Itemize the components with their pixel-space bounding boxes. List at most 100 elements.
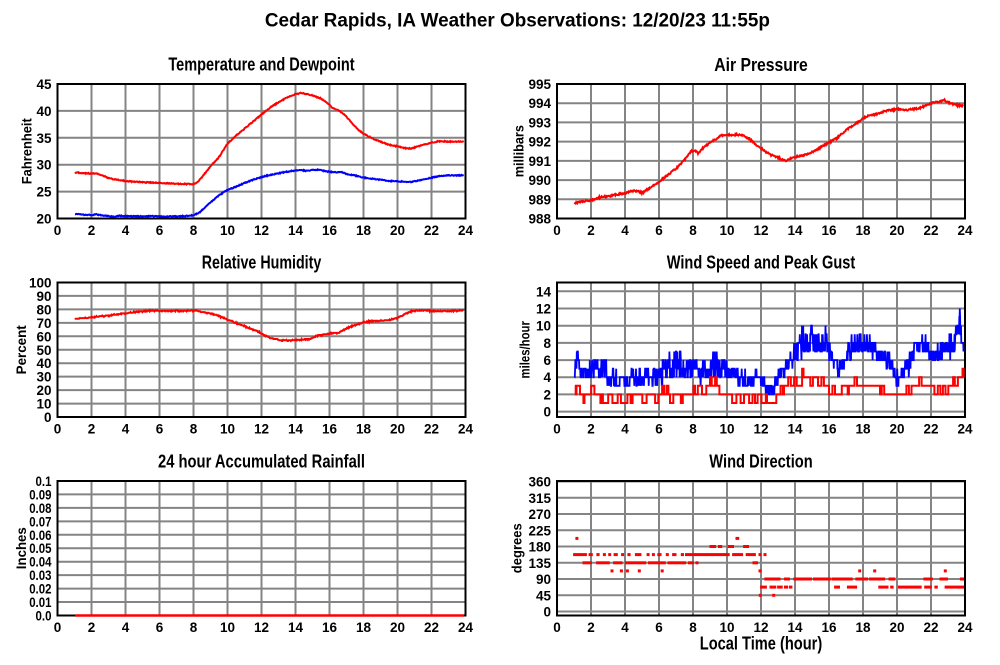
svg-text:0: 0: [543, 605, 551, 620]
svg-text:22: 22: [923, 620, 938, 635]
svg-text:Wind Speed and Peak Gust: Wind Speed and Peak Gust: [667, 253, 856, 273]
svg-text:18: 18: [855, 223, 871, 238]
svg-text:4: 4: [122, 620, 130, 635]
svg-text:270: 270: [528, 507, 551, 522]
svg-text:0.07: 0.07: [29, 514, 51, 529]
svg-text:18: 18: [356, 620, 372, 635]
svg-text:8: 8: [689, 422, 697, 437]
svg-text:994: 994: [528, 96, 551, 111]
svg-text:25: 25: [36, 185, 52, 200]
svg-text:0.03: 0.03: [29, 568, 52, 583]
svg-text:18: 18: [855, 620, 871, 635]
svg-text:2: 2: [587, 620, 595, 635]
svg-text:4: 4: [543, 370, 551, 385]
svg-text:8: 8: [190, 223, 198, 238]
svg-text:Inches: Inches: [13, 527, 29, 569]
svg-text:14: 14: [787, 422, 803, 437]
svg-text:10: 10: [719, 223, 734, 238]
svg-text:12: 12: [753, 422, 768, 437]
svg-text:8: 8: [543, 336, 551, 351]
svg-text:Wind Direction: Wind Direction: [709, 452, 812, 472]
svg-text:10: 10: [536, 319, 551, 334]
svg-text:0.09: 0.09: [29, 487, 51, 502]
svg-text:10: 10: [719, 620, 734, 635]
svg-text:Temperature and Dewpoint: Temperature and Dewpoint: [168, 55, 354, 75]
svg-text:12: 12: [254, 223, 269, 238]
svg-text:14: 14: [787, 620, 803, 635]
svg-text:12: 12: [254, 422, 269, 437]
svg-text:24: 24: [458, 620, 474, 635]
svg-text:Percent: Percent: [13, 325, 29, 374]
svg-text:360: 360: [528, 475, 551, 490]
svg-text:12: 12: [536, 302, 551, 317]
svg-text:14: 14: [288, 422, 304, 437]
svg-text:6: 6: [156, 620, 164, 635]
svg-text:miles/hour: miles/hour: [517, 321, 533, 379]
svg-text:45: 45: [36, 77, 52, 92]
svg-text:12: 12: [753, 620, 768, 635]
svg-text:millibars: millibars: [511, 125, 527, 177]
svg-text:135: 135: [528, 556, 551, 571]
svg-text:8: 8: [689, 223, 697, 238]
svg-text:225: 225: [528, 523, 551, 538]
svg-text:10: 10: [220, 620, 235, 635]
svg-text:22: 22: [424, 422, 439, 437]
svg-text:989: 989: [528, 192, 551, 207]
svg-text:6: 6: [655, 223, 663, 238]
svg-text:2: 2: [88, 620, 96, 635]
svg-text:20: 20: [889, 422, 904, 437]
svg-text:24 hour Accumulated Rainfall: 24 hour Accumulated Rainfall: [158, 452, 365, 472]
svg-text:40: 40: [36, 356, 51, 371]
svg-text:6: 6: [543, 353, 551, 368]
svg-text:18: 18: [356, 223, 372, 238]
svg-text:4: 4: [621, 620, 629, 635]
svg-text:0: 0: [54, 223, 62, 238]
svg-text:12: 12: [254, 620, 269, 635]
svg-text:8: 8: [190, 422, 198, 437]
svg-text:18: 18: [356, 422, 372, 437]
svg-text:22: 22: [424, 620, 439, 635]
svg-text:Cedar Rapids, IA Weather Obser: Cedar Rapids, IA Weather Observations: 1…: [265, 9, 770, 31]
svg-text:6: 6: [655, 620, 663, 635]
svg-text:0.01: 0.01: [29, 595, 52, 610]
svg-text:2: 2: [88, 422, 96, 437]
svg-text:22: 22: [923, 422, 938, 437]
svg-text:993: 993: [528, 115, 551, 130]
svg-text:20: 20: [889, 223, 904, 238]
svg-text:24: 24: [957, 620, 973, 635]
svg-text:995: 995: [528, 77, 551, 92]
svg-text:18: 18: [855, 422, 871, 437]
svg-text:990: 990: [528, 173, 551, 188]
svg-text:20: 20: [36, 212, 51, 227]
svg-text:35: 35: [36, 131, 52, 146]
svg-text:100: 100: [29, 276, 52, 291]
svg-text:2: 2: [543, 387, 551, 402]
svg-text:Local Time (hour): Local Time (hour): [700, 634, 823, 654]
svg-text:14: 14: [288, 223, 304, 238]
svg-text:10: 10: [36, 397, 51, 412]
svg-text:8: 8: [689, 620, 697, 635]
svg-text:10: 10: [220, 223, 235, 238]
svg-text:10: 10: [719, 422, 734, 437]
svg-text:0: 0: [553, 620, 561, 635]
svg-text:6: 6: [156, 422, 164, 437]
svg-text:14: 14: [288, 620, 304, 635]
svg-text:2: 2: [88, 223, 96, 238]
svg-text:degrees: degrees: [509, 523, 525, 573]
svg-text:0.06: 0.06: [29, 528, 52, 543]
svg-text:4: 4: [122, 422, 130, 437]
svg-text:45: 45: [536, 588, 552, 603]
svg-text:20: 20: [390, 223, 405, 238]
svg-text:2: 2: [587, 223, 595, 238]
svg-text:20: 20: [390, 620, 405, 635]
svg-text:0: 0: [553, 422, 561, 437]
svg-text:2: 2: [587, 422, 595, 437]
svg-text:24: 24: [957, 223, 973, 238]
svg-text:30: 30: [36, 158, 51, 173]
svg-text:0.0: 0.0: [36, 609, 52, 624]
svg-text:20: 20: [36, 383, 51, 398]
svg-text:22: 22: [923, 223, 938, 238]
svg-text:6: 6: [655, 422, 663, 437]
svg-text:4: 4: [122, 223, 130, 238]
svg-text:30: 30: [36, 370, 51, 385]
